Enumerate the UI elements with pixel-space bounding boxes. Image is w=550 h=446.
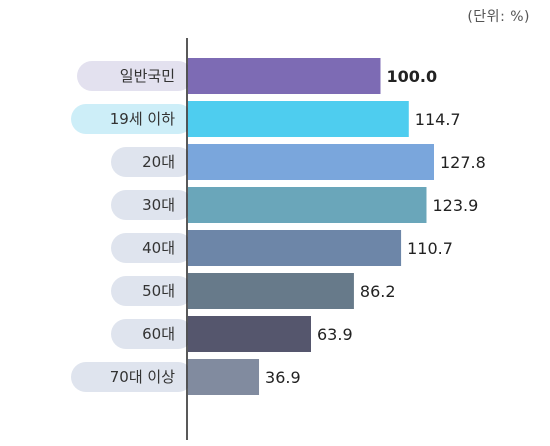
category-label: 70대 이상	[110, 368, 175, 386]
value-label: 110.7	[407, 239, 453, 258]
unit-label: (단위: %)	[467, 9, 530, 25]
bar	[188, 316, 311, 352]
value-label: 86.2	[360, 282, 396, 301]
bar	[188, 144, 434, 180]
category-pill	[111, 319, 193, 349]
category-pill	[111, 147, 193, 177]
category-pill	[71, 362, 193, 392]
category-pill	[111, 276, 193, 306]
value-label: 100.0	[386, 67, 437, 86]
category-label: 30대	[142, 196, 175, 214]
value-label: 127.8	[440, 153, 486, 172]
category-pill	[111, 233, 193, 263]
category-label: 20대	[142, 153, 175, 171]
bar	[188, 58, 381, 94]
category-label: 60대	[142, 325, 175, 343]
category-pill	[77, 61, 193, 91]
category-label: 일반국민	[120, 67, 175, 85]
bar	[188, 273, 354, 309]
category-label: 19세 이하	[110, 110, 175, 128]
value-label: 63.9	[317, 325, 353, 344]
category-pill	[111, 190, 193, 220]
category-pill	[71, 104, 193, 134]
value-label: 123.9	[432, 196, 478, 215]
category-label: 50대	[142, 282, 175, 300]
bar	[188, 101, 409, 137]
bar	[188, 359, 260, 395]
bar	[188, 187, 427, 223]
bar	[188, 230, 402, 266]
value-label: 36.9	[265, 368, 301, 387]
value-label: 114.7	[415, 110, 461, 129]
category-label: 40대	[142, 239, 175, 257]
